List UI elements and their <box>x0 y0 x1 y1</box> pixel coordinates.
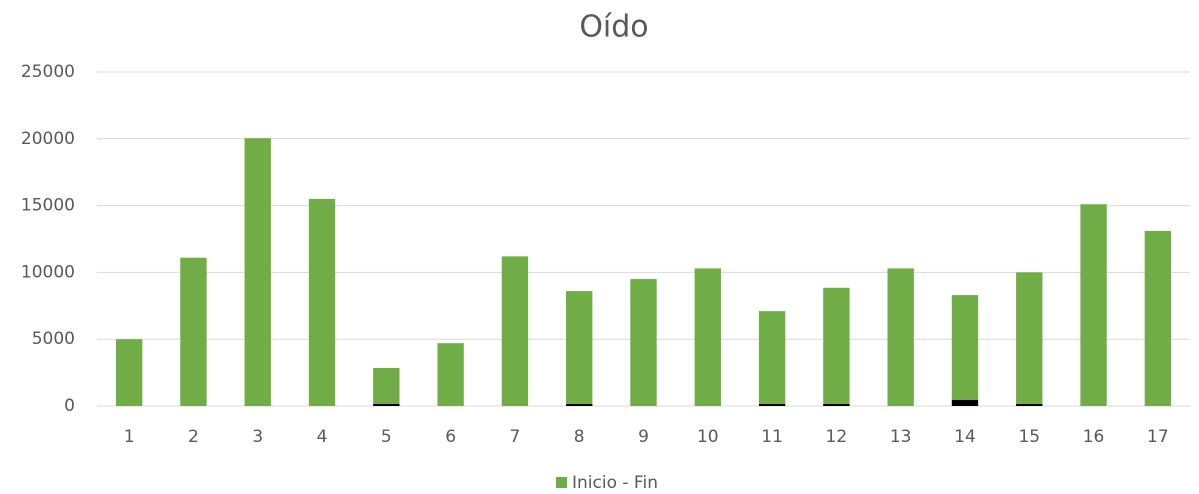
y-tick-label: 5000 <box>32 329 75 349</box>
y-tick-label: 0 <box>64 396 75 416</box>
x-tick-label: 1 <box>124 427 135 447</box>
bar-segment <box>308 198 336 406</box>
bar-segment <box>630 279 657 406</box>
bar-segment <box>1080 204 1107 406</box>
bar-segment <box>887 268 914 406</box>
x-tick-label: 7 <box>509 427 520 447</box>
x-tick-label: 2 <box>188 427 199 447</box>
bar-segment <box>758 403 786 406</box>
bar-segment <box>951 295 979 400</box>
bar-segment <box>951 399 979 406</box>
bar-segment <box>115 339 143 406</box>
x-tick-label: 13 <box>890 427 912 447</box>
bar-segment <box>823 403 850 406</box>
x-tick-label: 6 <box>445 427 456 447</box>
bar-segment <box>694 268 721 406</box>
x-tick-label: 17 <box>1147 427 1169 447</box>
bar-segment <box>244 138 271 406</box>
y-tick-label: 20000 <box>21 129 75 149</box>
bar-segment <box>566 291 593 404</box>
bar-segment <box>1144 230 1172 406</box>
x-tick-label: 4 <box>317 427 328 447</box>
bar-segment <box>373 367 400 404</box>
bar-segment <box>1016 272 1043 404</box>
bar-segment <box>373 403 400 406</box>
x-tick-label: 5 <box>381 427 392 447</box>
x-tick-label: 9 <box>638 427 649 447</box>
bar-segment <box>758 311 786 404</box>
x-tick-label: 15 <box>1018 427 1040 447</box>
y-tick-label: 25000 <box>21 62 75 82</box>
y-tick-label: 10000 <box>21 262 75 282</box>
legend-label: Inicio - Fin <box>572 473 658 493</box>
x-tick-label: 10 <box>697 427 719 447</box>
y-tick-label: 15000 <box>21 196 75 216</box>
bar-segment <box>501 256 529 406</box>
x-tick-label: 16 <box>1083 427 1105 447</box>
x-tick-label: 14 <box>954 427 976 447</box>
bar-segment <box>566 403 593 406</box>
chart-title: Oído <box>579 10 648 45</box>
bar-segment <box>823 287 850 404</box>
x-tick-label: 3 <box>252 427 263 447</box>
bar-segment <box>180 257 207 406</box>
x-tick-label: 11 <box>761 427 783 447</box>
bar-segment <box>1016 403 1043 406</box>
x-tick-label: 8 <box>574 427 585 447</box>
x-tick-label: 12 <box>826 427 848 447</box>
legend-swatch <box>556 477 567 488</box>
bar-segment <box>437 343 464 406</box>
